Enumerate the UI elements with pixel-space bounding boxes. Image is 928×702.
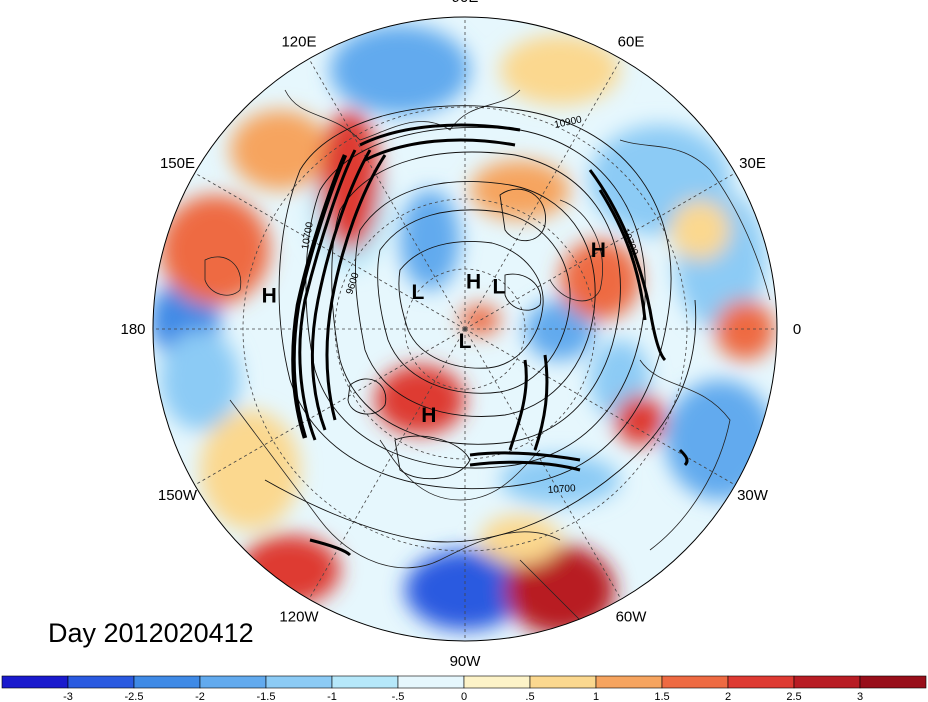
- longitude-label: 150W: [158, 487, 198, 504]
- colorbar-tick-label: -2: [195, 691, 205, 702]
- longitude-label: 60W: [616, 609, 648, 626]
- colorbar-swatch: [199, 675, 267, 689]
- meridian-line: [308, 58, 466, 330]
- colorbar-swatch: [463, 675, 531, 689]
- meridian-line: [464, 328, 736, 486]
- colorbar-tick-label: 2: [725, 691, 731, 702]
- colorbar-swatch: [793, 675, 861, 689]
- colorbar-swatch: [265, 675, 333, 689]
- longitude-label: 150E: [160, 155, 195, 172]
- longitude-label: 30E: [739, 155, 766, 172]
- jet-contours: [298, 123, 689, 557]
- map-boundary: [152, 16, 778, 642]
- colorbar-swatch: [67, 675, 135, 689]
- high-pressure-label: H: [466, 270, 481, 293]
- colorbar-tick-label: -3: [63, 691, 73, 702]
- longitude-labels: 90E 60E 30E 0 30W 60W 90W 120W 150W 180 150E 120E: [120, 0, 801, 670]
- longitude-label: 30W: [737, 487, 769, 504]
- colorbar-swatch: [595, 675, 663, 689]
- meridian-line: [464, 58, 622, 330]
- longitude-label: 120W: [279, 609, 319, 626]
- colorbar-swatch: [397, 675, 465, 689]
- height-contours: [264, 105, 697, 543]
- longitude-label: 0: [793, 321, 801, 338]
- colorbar-swatch: [859, 675, 927, 689]
- colorbar-tick-label: -.5: [392, 691, 405, 702]
- meridian-line: [308, 328, 466, 600]
- low-pressure-label: L: [492, 276, 505, 299]
- longitude-label: 120E: [281, 33, 316, 50]
- longitude-label: 90E: [452, 0, 479, 6]
- colorbar-tick-label: -2.5: [125, 691, 144, 702]
- longitude-label: 180: [120, 321, 145, 338]
- longitude-label: 60E: [618, 33, 645, 50]
- colorbar-swatch: [331, 675, 399, 689]
- coastlines: [204, 89, 771, 621]
- colorbar-tick-label: 1: [593, 691, 599, 702]
- colorbar-swatch: [727, 675, 795, 689]
- low-pressure-label: L: [411, 281, 424, 304]
- colorbar-swatch: [1, 675, 69, 689]
- high-pressure-label: H: [421, 404, 436, 427]
- colorbar: -3 -2.5 -2 -1.5 -1 -.5 0 .5 1 1.5 2 2.5 3: [1, 675, 927, 702]
- colorbar-tick-label: 0: [461, 691, 467, 702]
- high-pressure-label: H: [591, 239, 606, 262]
- high-pressure-label: H: [262, 284, 277, 307]
- colorbar-swatch: [529, 675, 597, 689]
- colorbar-tick-label: .5: [525, 691, 534, 702]
- longitude-label: 90W: [450, 653, 482, 670]
- contour-label: 10700: [300, 221, 316, 251]
- colorbar-tick-label: 2.5: [786, 691, 801, 702]
- colorbar-swatch: [133, 675, 201, 689]
- anomaly-field: [153, 17, 777, 641]
- day-label: Day 2012020412: [48, 618, 254, 648]
- colorbar-tick-label: -1.5: [257, 691, 276, 702]
- low-pressure-label: L: [459, 330, 472, 353]
- colorbar-swatch: [661, 675, 729, 689]
- contour-label: 10700: [547, 483, 576, 496]
- meridian-line: [194, 328, 466, 486]
- jet-contours-heavy: [291, 154, 348, 439]
- meridian-lines: [153, 17, 777, 641]
- colorbar-tick-label: 3: [857, 691, 863, 702]
- colorbar-tick-label: -1: [327, 691, 337, 702]
- meridian-line: [464, 172, 736, 330]
- colorbar-tick-label: 1.5: [654, 691, 669, 702]
